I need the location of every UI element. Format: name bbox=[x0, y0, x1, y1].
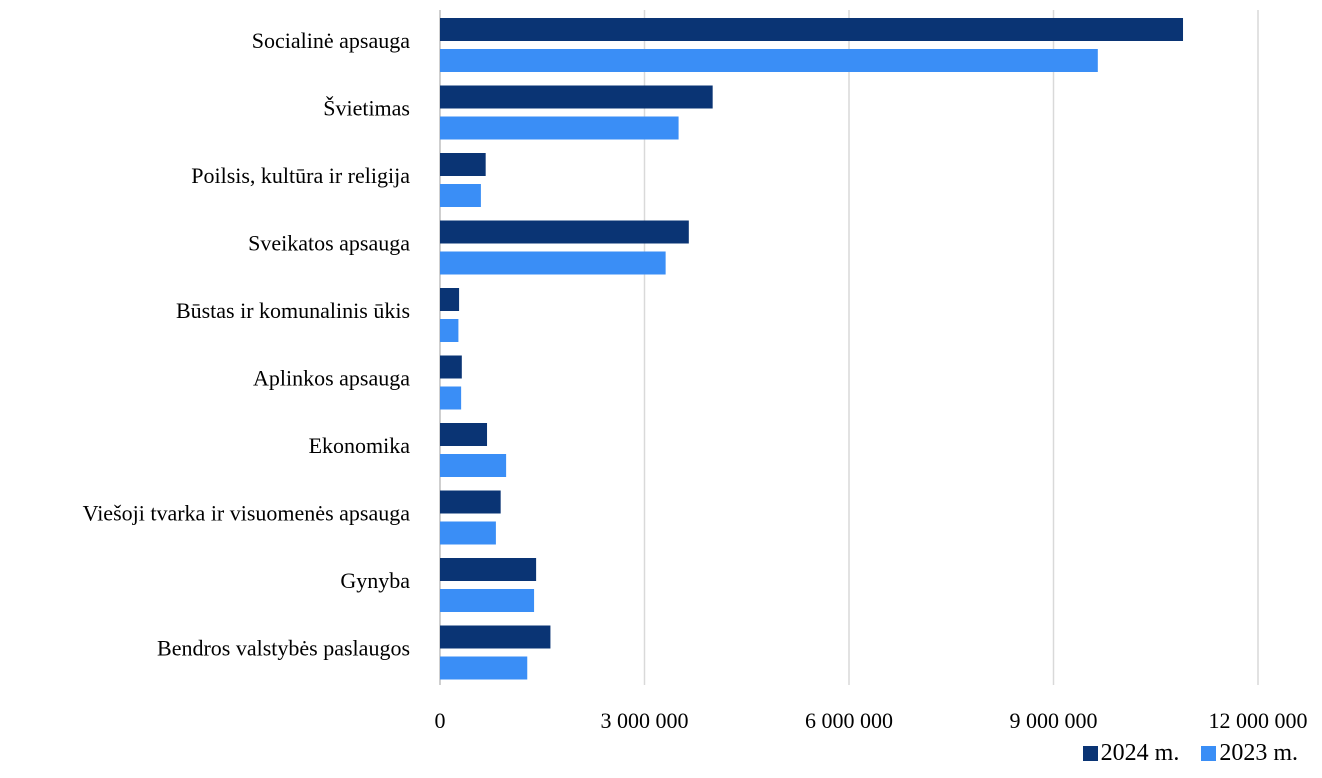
x-tick-labels: 0 3 000 000 6 000 000 9 000 000 12 000 000 bbox=[435, 708, 1308, 733]
bar-2023 bbox=[440, 319, 459, 342]
bar-2023 bbox=[440, 454, 507, 477]
legend-label-2024: 2024 m. bbox=[1100, 740, 1180, 766]
category-label: Gynyba bbox=[340, 568, 410, 593]
category-label: Socialinė apsauga bbox=[252, 28, 410, 53]
legend-item-2023: 2023 m. bbox=[1201, 740, 1298, 767]
bar-2023 bbox=[440, 251, 666, 275]
bar-2023 bbox=[440, 589, 535, 612]
bar-2024 bbox=[440, 220, 689, 244]
bar-2024 bbox=[440, 288, 460, 311]
bar-2023 bbox=[440, 386, 462, 410]
category-label: Poilsis, kultūra ir religija bbox=[191, 163, 410, 188]
bar-2024 bbox=[440, 18, 1184, 41]
bar-2024 bbox=[440, 355, 462, 379]
category-label: Ekonomika bbox=[309, 433, 411, 458]
bar-2023 bbox=[440, 656, 528, 680]
legend: 2024 m. 2023 m. bbox=[1061, 740, 1298, 767]
x-tick-label: 9 000 000 bbox=[1010, 708, 1098, 733]
category-label: Būstas ir komunalinis ūkis bbox=[176, 298, 410, 323]
legend-swatch-2023 bbox=[1201, 746, 1217, 761]
legend-label-2023: 2023 m. bbox=[1219, 740, 1298, 766]
category-label: Bendros valstybės paslaugos bbox=[157, 635, 410, 660]
bars bbox=[440, 18, 1184, 680]
bar-2024 bbox=[440, 85, 713, 109]
bar-2023 bbox=[440, 184, 481, 207]
category-label: Aplinkos apsauga bbox=[253, 365, 410, 390]
category-label: Švietimas bbox=[323, 95, 410, 120]
category-label: Viešoji tvarka ir visuomenės apsauga bbox=[83, 500, 411, 525]
category-labels: Socialinė apsauga Švietimas Poilsis, kultū… bbox=[83, 28, 411, 661]
legend-item-2024: 2024 m. bbox=[1082, 740, 1180, 767]
legend-swatch-2024 bbox=[1082, 746, 1098, 761]
bar-2024 bbox=[440, 423, 488, 446]
x-tick-label: 3 000 000 bbox=[601, 708, 689, 733]
bar-2024 bbox=[440, 625, 551, 649]
gridlines bbox=[439, 10, 1259, 685]
bar-2024 bbox=[440, 153, 486, 176]
bar-2023 bbox=[440, 116, 679, 140]
x-tick-label: 6 000 000 bbox=[805, 708, 893, 733]
category-label: Sveikatos apsauga bbox=[248, 230, 410, 255]
bar-2023 bbox=[440, 521, 496, 545]
bar-2024 bbox=[440, 558, 537, 581]
x-tick-label: 0 bbox=[435, 708, 446, 733]
bar-2023 bbox=[440, 49, 1098, 72]
bar-2024 bbox=[440, 490, 501, 514]
x-tick-label: 12 000 000 bbox=[1209, 708, 1308, 733]
